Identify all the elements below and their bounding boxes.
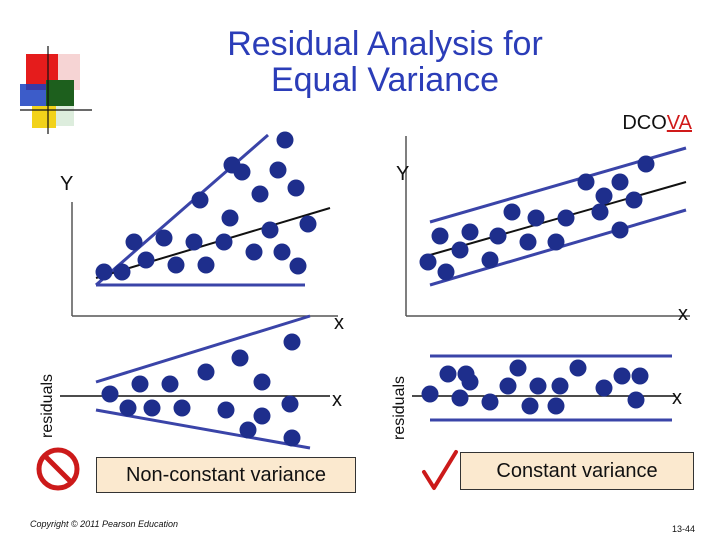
prohibited-icon (36, 447, 80, 491)
data-point (113, 263, 131, 281)
data-point (269, 161, 287, 179)
data-point (125, 233, 143, 251)
right-residual-y-label: residuals (391, 376, 408, 440)
data-point (503, 203, 521, 221)
data-point (519, 233, 537, 251)
data-point (119, 399, 137, 417)
data-point (231, 349, 249, 367)
data-point (273, 243, 291, 261)
data-point (591, 203, 609, 221)
data-point (155, 229, 173, 247)
data-point (595, 379, 613, 397)
data-point (627, 391, 645, 409)
data-point (499, 377, 517, 395)
data-point (637, 155, 655, 173)
title-line-2: Equal Variance (270, 61, 500, 99)
data-point (437, 263, 455, 281)
data-point (557, 209, 575, 227)
data-point (283, 333, 301, 351)
left-residual-x-label: x (332, 389, 342, 411)
data-point (631, 367, 649, 385)
data-point (551, 377, 569, 395)
data-point (173, 399, 191, 417)
data-point (261, 221, 279, 239)
non-constant-variance-caption: Non-constant variance (96, 457, 356, 493)
checkmark-icon (422, 450, 458, 490)
dcova-tag: DCOVA (622, 112, 692, 135)
constant-variance-caption: Constant variance (460, 452, 694, 490)
copyright-text: Copyright © 2011 Pearson Education (30, 519, 179, 529)
data-point (239, 421, 257, 439)
page-number: 13-44 (672, 524, 696, 534)
data-point (131, 375, 149, 393)
data-point (431, 227, 449, 245)
left-upper-boundary (95, 133, 269, 287)
data-point (253, 407, 271, 425)
data-point (625, 191, 643, 209)
data-point (197, 256, 215, 274)
data-point (569, 359, 587, 377)
data-point (481, 393, 499, 411)
data-point (253, 373, 271, 391)
right-residual-x-label: x (672, 387, 682, 409)
data-point (245, 243, 263, 261)
data-point (613, 367, 631, 385)
data-point (547, 233, 565, 251)
slide-title: Residual Analysis for Equal Variance (150, 26, 620, 98)
data-point (547, 397, 565, 415)
data-point (421, 385, 439, 403)
data-point (451, 241, 469, 259)
data-point (595, 187, 613, 205)
data-point (577, 173, 595, 191)
data-point (217, 401, 235, 419)
data-point (281, 395, 299, 413)
data-point (419, 253, 437, 271)
data-point (276, 131, 294, 149)
data-point (451, 389, 469, 407)
data-point (191, 191, 209, 209)
data-point (299, 215, 317, 233)
left-residual-lower-boundary (95, 408, 311, 450)
data-point (221, 209, 239, 227)
data-points (95, 131, 655, 447)
data-point (143, 399, 161, 417)
left-residual-upper-boundary (95, 314, 311, 384)
data-point (185, 233, 203, 251)
title-line-1: Residual Analysis for (227, 25, 543, 63)
data-point (509, 359, 527, 377)
data-point (489, 227, 507, 245)
right-scatter-x-label: x (678, 303, 688, 325)
left-residual-y-label: residuals (39, 374, 56, 438)
data-point (611, 221, 629, 239)
data-point (137, 251, 155, 269)
left-regression-line (95, 207, 331, 279)
data-point (161, 375, 179, 393)
dcova-tag-highlight: VA (666, 112, 692, 134)
left-scatter-y-label: Y (60, 173, 73, 195)
data-point (439, 365, 457, 383)
dcova-tag-prefix: DCO (622, 112, 667, 134)
data-point (167, 256, 185, 274)
data-point (215, 233, 233, 251)
data-point (529, 377, 547, 395)
data-point (283, 429, 301, 447)
data-point (521, 397, 539, 415)
data-point (95, 263, 113, 281)
data-point (527, 209, 545, 227)
decorative-logo (18, 44, 94, 141)
left-scatter-x-label: x (334, 312, 344, 334)
data-point (461, 223, 479, 241)
data-point (287, 179, 305, 197)
data-point (289, 257, 307, 275)
right-scatter-y-label: Y (396, 163, 409, 185)
data-point (461, 373, 479, 391)
data-point (101, 385, 119, 403)
data-point (197, 363, 215, 381)
data-point (233, 163, 251, 181)
data-point (611, 173, 629, 191)
data-point (481, 251, 499, 269)
data-point (251, 185, 269, 203)
